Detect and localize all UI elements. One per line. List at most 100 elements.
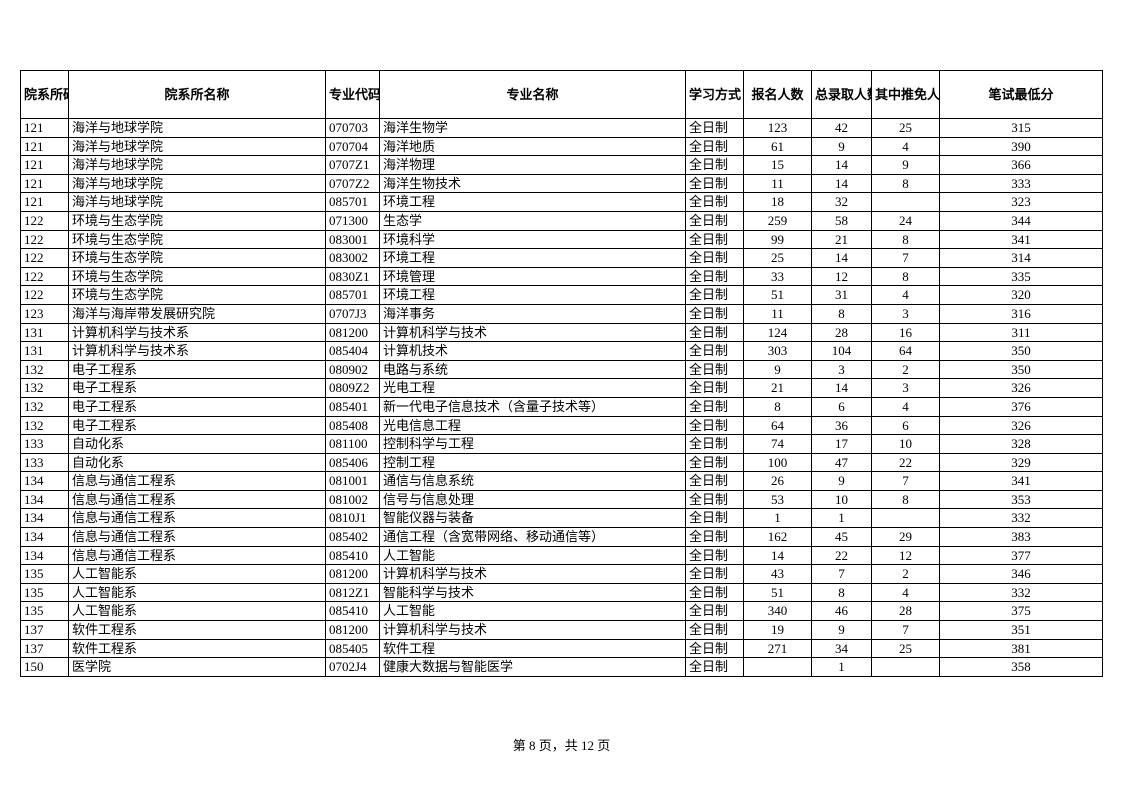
table-cell: 64	[744, 416, 812, 435]
table-cell: 全日制	[686, 602, 744, 621]
table-cell: 14	[812, 379, 872, 398]
table-row: 133自动化系085406控制工程全日制1004722329	[21, 453, 1103, 472]
table-cell: 光电信息工程	[380, 416, 686, 435]
table-cell: 11	[744, 304, 812, 323]
table-cell: 366	[940, 156, 1103, 175]
table-row: 134信息与通信工程系085410人工智能全日制142212377	[21, 546, 1103, 565]
table-cell: 25	[744, 249, 812, 268]
admissions-table: 院系所码 院系所名称 专业代码 专业名称 学习方式 报名人数 总录取人数 其中推…	[20, 70, 1103, 677]
table-cell: 全日制	[686, 342, 744, 361]
table-cell: 350	[940, 342, 1103, 361]
table-cell: 081100	[326, 435, 380, 454]
table-cell: 071300	[326, 211, 380, 230]
table-cell: 全日制	[686, 416, 744, 435]
table-cell: 环境与生态学院	[69, 211, 326, 230]
table-row: 134信息与通信工程系085402通信工程（含宽带网络、移动通信等）全日制162…	[21, 528, 1103, 547]
table-cell: 085404	[326, 342, 380, 361]
table-cell: 全日制	[686, 286, 744, 305]
col-header: 笔试最低分	[940, 71, 1103, 119]
table-cell: 全日制	[686, 193, 744, 212]
table-row: 122环境与生态学院083001环境科学全日制99218341	[21, 230, 1103, 249]
table-cell: 4	[872, 583, 940, 602]
table-cell: 383	[940, 528, 1103, 547]
table-cell: 24	[872, 211, 940, 230]
col-header: 院系所码	[21, 71, 69, 119]
table-cell: 0707Z1	[326, 156, 380, 175]
table-cell: 0809Z2	[326, 379, 380, 398]
table-cell: 电子工程系	[69, 379, 326, 398]
table-cell: 健康大数据与智能医学	[380, 658, 686, 677]
col-header: 院系所名称	[69, 71, 326, 119]
table-cell: 259	[744, 211, 812, 230]
table-row: 122环境与生态学院071300生态学全日制2595824344	[21, 211, 1103, 230]
table-cell: 31	[812, 286, 872, 305]
table-cell: 9	[872, 156, 940, 175]
table-cell: 122	[21, 211, 69, 230]
table-cell: 新一代电子信息技术（含量子技术等）	[380, 397, 686, 416]
table-cell: 376	[940, 397, 1103, 416]
table-cell: 软件工程	[380, 639, 686, 658]
table-cell: 全日制	[686, 528, 744, 547]
table-cell: 081200	[326, 565, 380, 584]
table-cell: 083002	[326, 249, 380, 268]
table-row: 122环境与生态学院085701环境工程全日制51314320	[21, 286, 1103, 305]
table-cell: 081200	[326, 323, 380, 342]
table-row: 132电子工程系085401新一代电子信息技术（含量子技术等）全日制864376	[21, 397, 1103, 416]
table-cell: 信息与通信工程系	[69, 472, 326, 491]
table-cell: 全日制	[686, 472, 744, 491]
table-cell: 100	[744, 453, 812, 472]
table-row: 137软件工程系085405软件工程全日制2713425381	[21, 639, 1103, 658]
table-cell: 350	[940, 360, 1103, 379]
table-cell: 2	[872, 360, 940, 379]
table-cell: 环境与生态学院	[69, 249, 326, 268]
table-cell: 全日制	[686, 323, 744, 342]
table-row: 132电子工程系0809Z2光电工程全日制21143326	[21, 379, 1103, 398]
table-cell: 海洋事务	[380, 304, 686, 323]
table-cell: 21	[744, 379, 812, 398]
table-cell: 1	[812, 509, 872, 528]
table-cell: 311	[940, 323, 1103, 342]
table-cell: 333	[940, 174, 1103, 193]
table-cell: 3	[872, 379, 940, 398]
table-cell: 人工智能系	[69, 602, 326, 621]
table-cell: 信号与信息处理	[380, 490, 686, 509]
table-cell: 环境与生态学院	[69, 267, 326, 286]
table-row: 135人工智能系085410人工智能全日制3404628375	[21, 602, 1103, 621]
table-cell: 8	[872, 267, 940, 286]
page-footer: 第 8 页，共 12 页	[0, 735, 1123, 754]
table-cell: 4	[872, 137, 940, 156]
table-cell: 计算机科学与技术系	[69, 342, 326, 361]
table-cell: 070703	[326, 119, 380, 138]
table-cell: 9	[812, 137, 872, 156]
table-row: 132电子工程系080902电路与系统全日制932350	[21, 360, 1103, 379]
table-cell: 133	[21, 435, 69, 454]
table-cell: 3	[872, 304, 940, 323]
table-cell: 085701	[326, 193, 380, 212]
table-cell: 32	[812, 193, 872, 212]
table-cell	[872, 193, 940, 212]
table-cell: 全日制	[686, 583, 744, 602]
table-cell: 123	[744, 119, 812, 138]
table-cell: 光电工程	[380, 379, 686, 398]
table-cell: 122	[21, 249, 69, 268]
table-cell: 335	[940, 267, 1103, 286]
table-cell: 人工智能	[380, 602, 686, 621]
table-cell: 自动化系	[69, 435, 326, 454]
table-cell: 软件工程系	[69, 621, 326, 640]
table-cell: 162	[744, 528, 812, 547]
table-cell: 22	[872, 453, 940, 472]
table-cell: 8	[872, 490, 940, 509]
table-cell: 132	[21, 416, 69, 435]
table-row: 131计算机科学与技术系081200计算机科学与技术全日制1242816311	[21, 323, 1103, 342]
table-cell: 070704	[326, 137, 380, 156]
table-cell: 341	[940, 230, 1103, 249]
table-row: 150医学院0702J4健康大数据与智能医学全日制1358	[21, 658, 1103, 677]
table-cell: 海洋生物学	[380, 119, 686, 138]
table-cell: 083001	[326, 230, 380, 249]
table-cell: 软件工程系	[69, 639, 326, 658]
table-cell: 0810J1	[326, 509, 380, 528]
table-row: 121海洋与地球学院0707Z1海洋物理全日制15149366	[21, 156, 1103, 175]
table-cell: 137	[21, 621, 69, 640]
table-cell: 全日制	[686, 174, 744, 193]
table-cell: 7	[812, 565, 872, 584]
